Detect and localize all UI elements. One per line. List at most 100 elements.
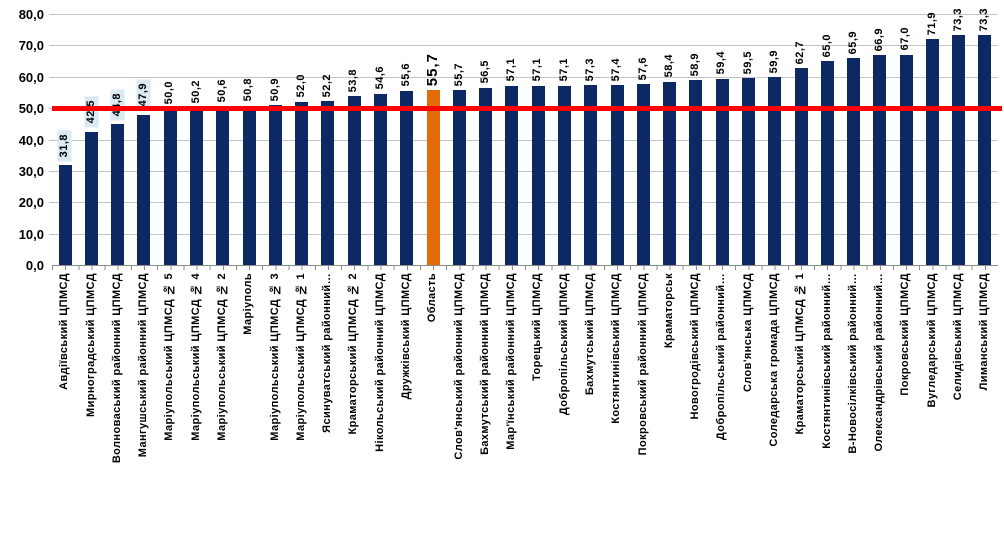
bar xyxy=(636,84,650,265)
bar-slot: 58,4 xyxy=(656,14,682,265)
category-label: Волноваський районний ЦПМСД xyxy=(110,273,123,464)
bar-value-label: 57,1 xyxy=(557,58,570,82)
bar xyxy=(741,78,755,265)
bar xyxy=(374,93,388,265)
bar-value-label: 62,7 xyxy=(794,40,807,65)
bar-slot: 50,6 xyxy=(210,14,236,265)
category-label: Мирноградський ЦПМСД xyxy=(84,273,97,417)
bar-slot: 65,0 xyxy=(814,14,840,265)
bar xyxy=(84,131,98,265)
category-label: Нікольський районний ЦПМСД xyxy=(373,273,386,452)
category-slot: Маріупольський ЦПМСД № 1 xyxy=(289,273,315,531)
category-slot: Волноваський районний ЦПМСД xyxy=(105,273,131,531)
bar xyxy=(111,124,125,265)
bar xyxy=(137,114,151,265)
category-slot: Авдіївський ЦПМСД xyxy=(52,273,78,531)
category-label: Олександрівський районний… xyxy=(873,273,886,452)
bar xyxy=(663,81,677,265)
y-axis-label: 50,0 xyxy=(18,101,44,117)
category-label: Маріупольський ЦПМСД № 1 xyxy=(294,273,307,441)
bar-value-label: 66,9 xyxy=(873,27,886,52)
category-slot: Бахмутський районний ЦПМСД xyxy=(473,273,499,531)
bar-slot: 66,9 xyxy=(867,14,893,265)
category-slot: Нікольський районний ЦПМСД xyxy=(367,273,393,531)
bar-slot: 53,8 xyxy=(341,14,367,265)
bar-value-label: 59,9 xyxy=(767,49,780,74)
category-slot: Мангушський районний ЦПМСД xyxy=(131,273,157,531)
y-axis-label: 60,0 xyxy=(18,69,44,85)
bars-container: 31,8 42,5 44,8 47,9 50,0 50,2 50,6 50,8 50,9 52,0… xyxy=(52,8,998,265)
bar-value-label: 57,3 xyxy=(583,57,596,82)
category-label: Покровський районний ЦПМСД xyxy=(636,273,649,456)
category-label: Соледарська громада ЦПМСД xyxy=(767,273,780,447)
gridline xyxy=(49,139,998,141)
y-axis-label: 10,0 xyxy=(18,226,44,242)
bar-slot: 54,6 xyxy=(367,14,393,265)
bar-slot: 52,2 xyxy=(315,14,341,265)
bar xyxy=(610,84,624,265)
bar-value-label: 73,3 xyxy=(951,7,964,32)
bar-slot: 57,6 xyxy=(630,14,656,265)
bar xyxy=(400,90,414,265)
bar-value-label: 55,7 xyxy=(424,53,442,87)
bar xyxy=(715,78,729,265)
category-slot: Краматорський ЦПМСД № 1 xyxy=(788,273,814,531)
category-label: Лиманський ЦПМСД xyxy=(978,273,991,391)
bar-slot: 52,0 xyxy=(289,14,315,265)
bar-slot: 73,3 xyxy=(972,8,998,265)
bar-value-label: 55,6 xyxy=(400,63,413,87)
category-slot: Покровський районний ЦПМСД xyxy=(630,273,656,531)
bar xyxy=(978,35,992,265)
bar xyxy=(190,107,204,265)
category-label: Маріупольський ЦПМСД № 2 xyxy=(216,273,229,441)
bar-slot: 67,0 xyxy=(893,14,919,265)
bar-slot: 44,8 xyxy=(105,14,131,265)
bar-slot: 71,9 xyxy=(919,12,945,265)
category-slot: Мар'їнський районний ЦПМСД xyxy=(499,273,525,531)
bar xyxy=(820,61,834,265)
bar-value-label: 57,1 xyxy=(505,58,518,82)
category-label: Краматорський ЦПМСД № 2 xyxy=(347,273,360,435)
category-label: Вугледарський ЦПМСД xyxy=(925,273,938,408)
bar xyxy=(321,101,335,265)
bar-slot: 57,1 xyxy=(499,14,525,265)
category-slot: Краматорськ xyxy=(656,273,682,531)
category-label: Маріупольський ЦПМСД № 3 xyxy=(268,273,281,441)
category-slot: В-Новосілківський районний… xyxy=(840,273,866,531)
bar-slot: 55,6 xyxy=(394,14,420,265)
bar-slot: 65,9 xyxy=(840,14,866,265)
bar-slot: 59,4 xyxy=(709,14,735,265)
category-slot: Слов'янська ЦПМСД xyxy=(735,273,761,531)
bar-slot: 47,9 xyxy=(131,14,157,265)
gridline xyxy=(49,14,998,15)
category-slot: Маріупольський ЦПМСД № 2 xyxy=(210,273,236,531)
bar-slot: 50,0 xyxy=(157,14,183,265)
bar-value-label: 50,2 xyxy=(189,80,202,104)
bar-slot: 57,3 xyxy=(578,14,604,265)
category-slot: Дружківський ЦПМСД xyxy=(394,273,420,531)
bar xyxy=(505,85,519,265)
bar-value-label: 31,8 xyxy=(58,129,72,162)
bar-slot: 59,5 xyxy=(735,14,761,265)
gridline xyxy=(49,202,998,204)
bar xyxy=(899,54,913,265)
bar-slot: 31,8 xyxy=(52,14,78,265)
bar-slot: 55,7 xyxy=(420,14,446,265)
category-label: Авдіївський ЦПМСД xyxy=(58,273,71,390)
gridline xyxy=(49,45,998,47)
bar-value-label: 50,6 xyxy=(216,78,229,103)
bar xyxy=(873,55,887,265)
category-label: Покровський ЦПМСД xyxy=(899,273,912,396)
category-slot: Олександрівський районний… xyxy=(867,273,893,531)
bar xyxy=(584,85,598,265)
bar-value-label: 58,9 xyxy=(689,52,702,77)
category-label: Бахмутський ЦПМСД xyxy=(583,273,596,396)
bar xyxy=(347,96,361,265)
category-label: Торецький ЦПМСД xyxy=(531,273,544,381)
bar-value-label: 53,8 xyxy=(347,68,360,93)
bar xyxy=(689,80,703,265)
category-slot: Маріупольський ЦПМСД № 3 xyxy=(262,273,288,531)
category-label: Мар'їнський районний ЦПМСД xyxy=(505,273,518,450)
bar-value-label: 56,5 xyxy=(478,60,491,84)
